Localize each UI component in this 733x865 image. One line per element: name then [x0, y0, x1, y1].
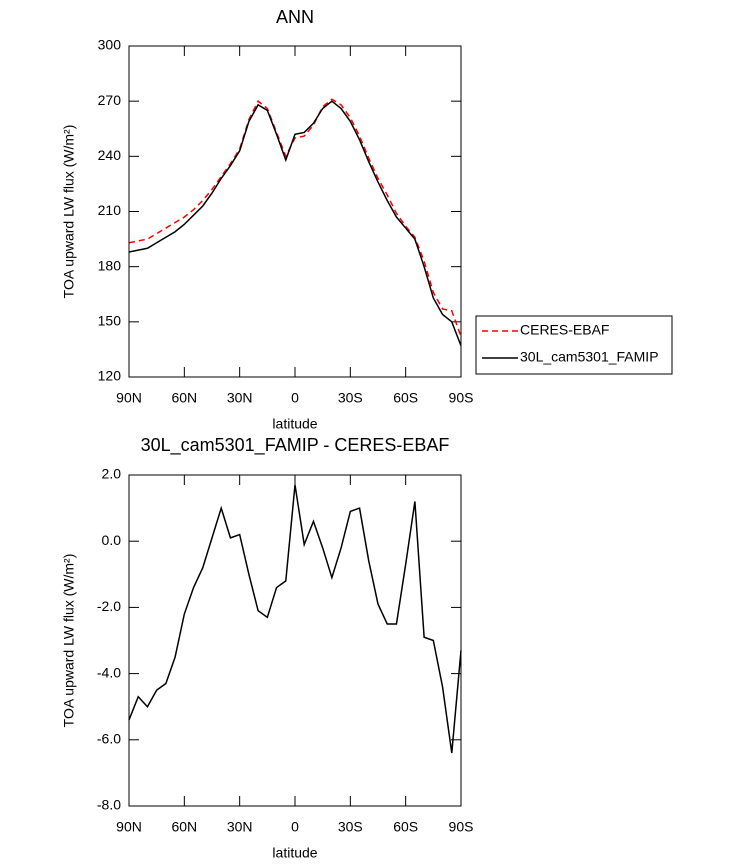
x-tick-label: 90S	[449, 390, 474, 406]
plot-frame	[128, 45, 462, 378]
legend-label: CERES-EBAF	[520, 322, 609, 338]
data-line	[128, 100, 462, 347]
x-tick-label: 90N	[116, 390, 142, 406]
legend-label: 30L_cam5301_FAMIP	[520, 349, 659, 365]
x-axis-label: latitude	[272, 845, 317, 861]
y-tick-label: 0.0	[102, 532, 122, 548]
x-tick-label: 60S	[393, 390, 418, 406]
legend-box	[475, 315, 673, 375]
y-axis-label: TOA upward LW flux (W/m²)	[61, 554, 77, 728]
x-tick-label: 30N	[227, 819, 253, 835]
x-axis-label: latitude	[272, 416, 317, 432]
y-tick-label: -2.0	[97, 598, 121, 614]
y-tick-label: 120	[98, 368, 122, 384]
chart-title: 30L_cam5301_FAMIP - CERES-EBAF	[141, 435, 450, 456]
chart-title: ANN	[276, 7, 314, 27]
x-tick-label: 60S	[393, 819, 418, 835]
x-tick-label: 30N	[227, 390, 253, 406]
y-tick-label: -4.0	[97, 664, 121, 680]
y-tick-label: 150	[98, 313, 122, 329]
plot-frame	[128, 474, 462, 807]
y-tick-label: 180	[98, 257, 122, 273]
x-tick-label: 90N	[116, 819, 142, 835]
x-tick-label: 90S	[449, 819, 474, 835]
y-tick-label: 270	[98, 92, 122, 108]
x-tick-label: 0	[291, 819, 299, 835]
y-tick-label: 2.0	[102, 466, 122, 482]
y-axis-label: TOA upward LW flux (W/m²)	[61, 125, 77, 299]
y-tick-label: 300	[98, 37, 122, 53]
x-tick-label: 0	[291, 390, 299, 406]
data-line	[128, 98, 462, 337]
y-tick-label: -8.0	[97, 797, 121, 813]
y-tick-label: 210	[98, 202, 122, 218]
y-tick-label: -6.0	[97, 731, 121, 747]
x-tick-label: 60N	[171, 819, 197, 835]
data-line	[128, 484, 462, 754]
x-tick-label: 60N	[171, 390, 197, 406]
y-tick-label: 240	[98, 147, 122, 163]
x-tick-label: 30S	[338, 390, 363, 406]
x-tick-label: 30S	[338, 819, 363, 835]
